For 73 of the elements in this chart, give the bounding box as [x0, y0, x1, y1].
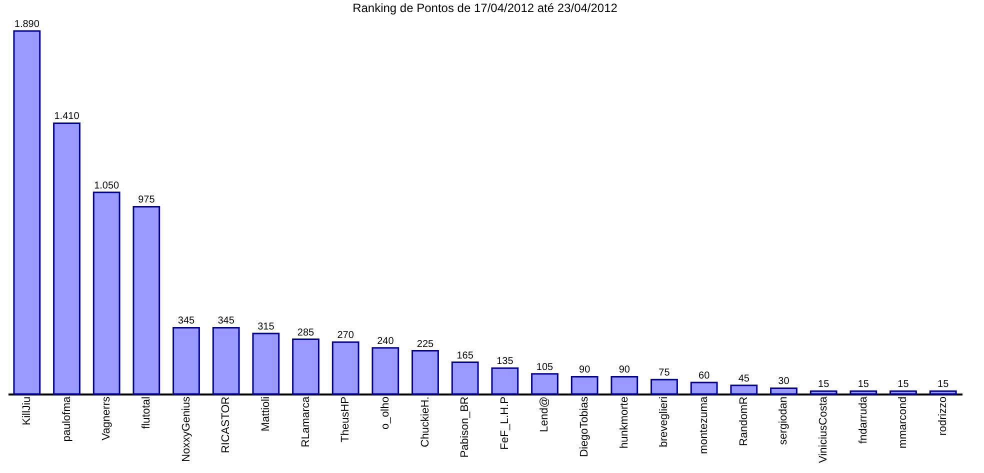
data-label: 1.410	[54, 111, 80, 122]
data-label: 1.050	[94, 180, 120, 192]
x-tick-label: fndarruda	[857, 396, 870, 444]
x-tick-label: rodrizzo	[937, 396, 950, 436]
data-label: 75	[658, 368, 670, 379]
x-tick-label: NoxxyGenius	[180, 396, 192, 462]
bar	[292, 338, 320, 395]
data-label: 105	[536, 362, 554, 373]
data-label: 15	[818, 379, 830, 390]
x-tick-label: RandomR	[738, 396, 750, 446]
bar	[491, 367, 519, 395]
x-tick-label: Lend@	[538, 396, 551, 432]
data-label: 45	[738, 373, 750, 384]
bar	[132, 206, 160, 395]
data-label: 90	[579, 364, 591, 376]
x-tick-label: DiegoTobias	[578, 396, 591, 458]
bar	[650, 378, 678, 395]
x-tick-label: ChuckieH.	[419, 396, 432, 448]
bar	[212, 326, 240, 395]
x-tick-label: Vagnerrs	[100, 396, 113, 440]
bar	[252, 332, 280, 395]
data-label: 285	[297, 327, 315, 338]
data-label: 240	[377, 336, 394, 347]
bar	[770, 387, 798, 395]
bar	[890, 390, 917, 395]
x-tick-label: RICASTOR	[220, 396, 232, 454]
data-label: 135	[496, 356, 514, 368]
bar	[451, 362, 479, 395]
x-tick-label: ViniciusCosta	[818, 396, 830, 463]
bar	[929, 390, 957, 395]
data-label: 30	[778, 376, 790, 388]
x-tick-label: TheusHP	[340, 396, 352, 442]
x-tick-label: hunkmorte	[618, 396, 630, 448]
bar	[690, 382, 718, 395]
bar	[531, 373, 558, 395]
data-label: 60	[698, 370, 710, 382]
bar	[172, 326, 200, 395]
x-tick-label: KillJiu	[20, 396, 33, 426]
data-label: 15	[938, 379, 950, 390]
x-tick-label: FeF_L.H.P	[498, 396, 511, 450]
bar	[730, 384, 758, 395]
x-tick-label: sergiodan	[778, 396, 790, 445]
bar	[13, 30, 41, 395]
data-label: 345	[218, 316, 235, 327]
bar	[810, 390, 838, 395]
bar	[850, 390, 878, 395]
x-tick-label: flutotal	[140, 396, 152, 429]
data-label: 15	[858, 379, 870, 390]
x-tick-label: o_olho	[379, 396, 392, 430]
x-tick-label: paulofma	[60, 396, 73, 442]
data-label: 165	[456, 350, 474, 362]
data-label: 315	[258, 322, 275, 332]
x-tick-label: Mattioli	[260, 396, 272, 432]
bar	[332, 341, 360, 395]
x-tick-label: breveglieri	[658, 396, 670, 448]
bar	[53, 122, 80, 395]
bar	[412, 350, 439, 395]
x-tick-label: RLamarca	[300, 396, 312, 448]
x-tick-label: montezuma	[698, 396, 710, 454]
bar	[92, 192, 120, 395]
bar	[372, 347, 400, 395]
data-label: 345	[178, 316, 196, 327]
bar	[570, 376, 598, 395]
data-label: 225	[416, 338, 434, 350]
x-tick-label: Pabison_BR	[459, 396, 472, 458]
chart-title: Ranking de Pontos de 17/04/2012 até 23/04/2012	[352, 1, 618, 15]
data-label: 15	[898, 379, 910, 390]
x-tick-label: mmarcond	[897, 396, 910, 448]
data-label: 975	[138, 194, 156, 206]
data-label: 90	[618, 364, 630, 376]
bar	[610, 376, 638, 395]
data-label: 1.890	[14, 19, 40, 30]
data-label: 270	[337, 330, 354, 342]
